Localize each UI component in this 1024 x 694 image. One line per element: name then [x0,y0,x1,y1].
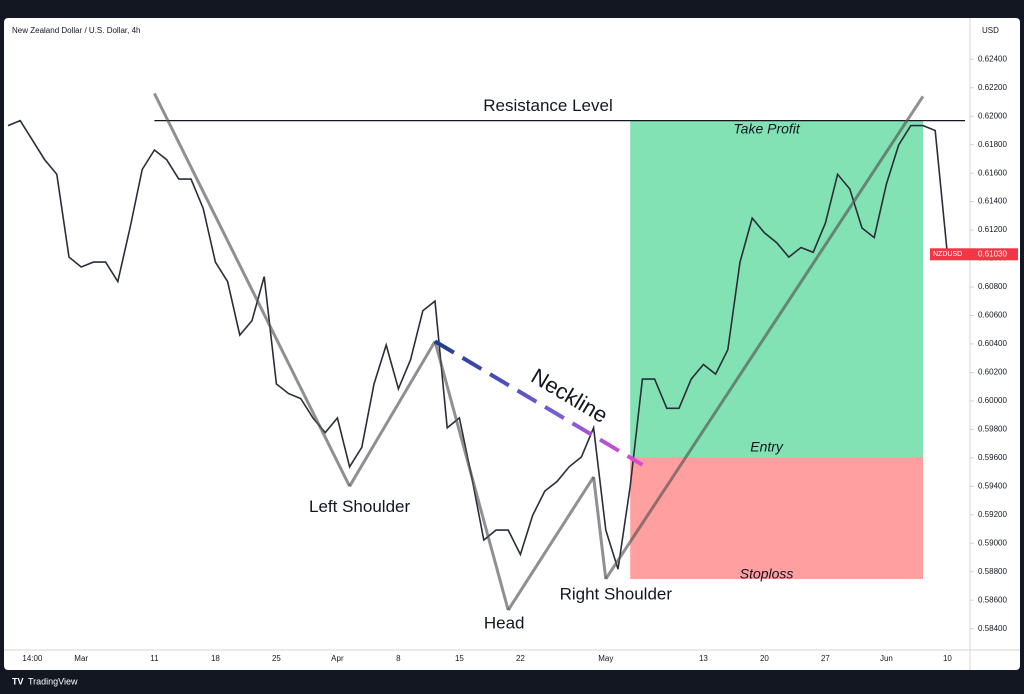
price-line [7,119,949,570]
last-price-label: 0.61030 [978,249,1007,258]
last-price-badge [930,248,1018,261]
resistance-label: Resistance Level [483,96,612,115]
x-tick-label: 13 [699,654,708,663]
y-tick-label: 0.61800 [978,140,1007,149]
symbol-label: NZDUSD [933,251,962,258]
chart-title: New Zealand Dollar / U.S. Dollar, 4h [12,26,141,35]
take-profit-label: Take Profit [733,120,801,136]
y-tick-label: 0.59200 [978,510,1007,519]
y-tick-label: 0.60000 [978,396,1007,405]
x-tick-label: Jun [880,654,893,663]
x-tick-label: 25 [272,654,281,663]
y-tick-label: 0.61400 [978,197,1007,206]
x-tick-label: 20 [760,654,769,663]
x-tick-label: May [598,654,613,663]
y-tick-label: 0.60400 [978,339,1007,348]
profit-zone [630,120,923,457]
pattern-line [348,340,437,488]
x-tick-label: 27 [821,654,830,663]
pattern-line [433,341,510,611]
y-tick-label: 0.58400 [978,624,1007,633]
x-tick-label: 10 [943,654,952,663]
y-axis-label: USD [982,26,999,35]
y-tick-label: 0.59400 [978,481,1007,490]
pattern-line [153,92,351,487]
y-tick-label: 0.62000 [978,111,1007,120]
neckline [433,339,644,467]
brand: TV TradingView [12,676,78,686]
right-shoulder-label: Right Shoulder [560,584,673,603]
pattern-line [604,95,925,580]
x-tick-label: Apr [331,654,344,663]
x-tick-label: 11 [150,654,159,663]
y-tick-label: 0.61200 [978,225,1007,234]
pattern-line [592,476,608,580]
x-tick-label: 22 [516,654,525,663]
y-tick-label: 0.60600 [978,311,1007,320]
x-tick-label: 15 [455,654,464,663]
y-tick-label: 0.62400 [978,54,1007,63]
left-shoulder-label: Left Shoulder [309,497,410,516]
y-tick-label: 0.60200 [978,368,1007,377]
y-tick-label: 0.59000 [978,538,1007,547]
pattern-line [506,476,595,611]
loss-zone [630,456,923,579]
x-tick-label: Mar [74,654,88,663]
y-tick-label: 0.61600 [978,168,1007,177]
brand-logo: TV [12,676,24,686]
x-tick-label: 8 [396,654,401,663]
head-label: Head [484,614,525,633]
y-tick-label: 0.58800 [978,567,1007,576]
entry-label: Entry [750,439,784,455]
x-tick-label: 14:00 [22,654,43,663]
y-tick-label: 0.58600 [978,595,1007,604]
stoploss-label: Stoploss [740,566,794,582]
y-tick-label: 0.59600 [978,453,1007,462]
brand-name: TradingView [28,676,78,686]
y-tick-label: 0.60800 [978,282,1007,291]
y-tick-label: 0.62200 [978,83,1007,92]
y-tick-label: 0.59800 [978,424,1007,433]
x-tick-label: 18 [211,654,220,663]
